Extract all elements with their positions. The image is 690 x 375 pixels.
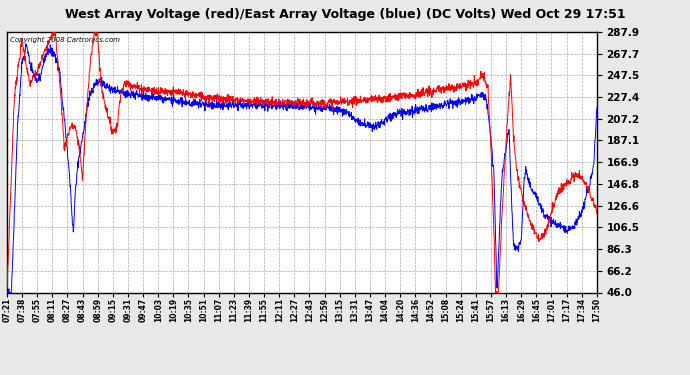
Text: Copyright 2008 Cartronics.com: Copyright 2008 Cartronics.com [10, 37, 120, 43]
Text: West Array Voltage (red)/East Array Voltage (blue) (DC Volts) Wed Oct 29 17:51: West Array Voltage (red)/East Array Volt… [65, 8, 625, 21]
